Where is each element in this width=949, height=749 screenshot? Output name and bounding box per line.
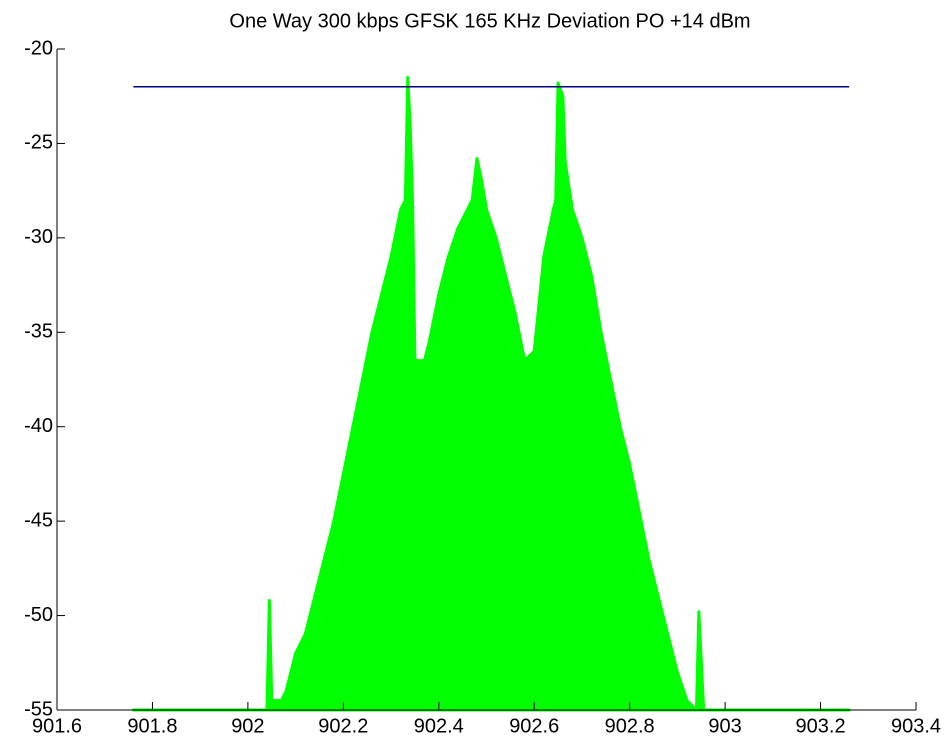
x-tick-label: 903 xyxy=(708,715,741,737)
y-tick-label: -50 xyxy=(24,604,53,626)
x-tick-label: 902.2 xyxy=(318,715,368,737)
y-tick-label: -35 xyxy=(24,321,53,343)
y-tick-label: -45 xyxy=(24,509,53,531)
x-tick-label: 901.6 xyxy=(32,715,82,737)
y-tick-label: -40 xyxy=(24,415,53,437)
x-tick-label: 902.6 xyxy=(509,715,559,737)
y-tick-label: -20 xyxy=(24,37,53,59)
x-tick-label: 901.8 xyxy=(127,715,177,737)
x-tick-label: 902.4 xyxy=(414,715,464,737)
area-fill xyxy=(131,75,851,712)
x-tick-label: 902.8 xyxy=(605,715,655,737)
chart-title: One Way 300 kbps GFSK 165 KHz Deviation … xyxy=(229,10,750,32)
y-tick-label: -30 xyxy=(24,226,53,248)
y-tick-label: -55 xyxy=(24,698,53,720)
x-tick-label: 903.2 xyxy=(796,715,846,737)
x-tick-label: 902 xyxy=(231,715,264,737)
y-tick-label: -25 xyxy=(24,132,53,154)
x-tick-label: 903.4 xyxy=(891,715,941,737)
